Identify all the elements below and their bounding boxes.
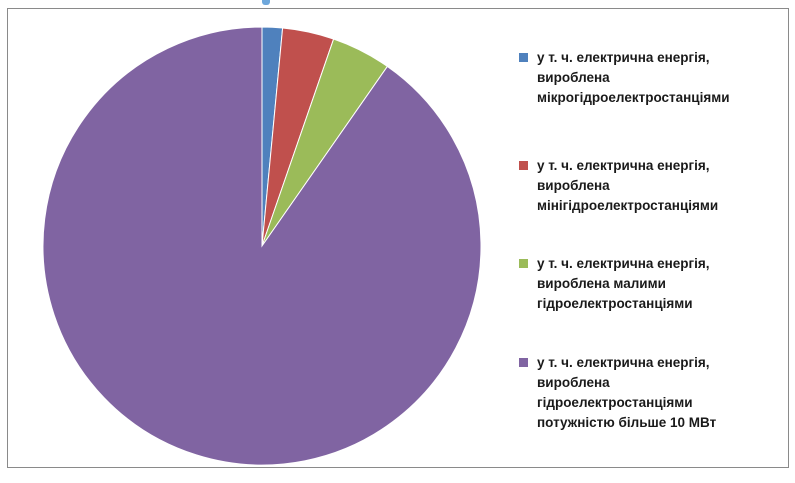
legend-swatch-mini <box>519 161 528 170</box>
legend-label-large: у т. ч. електрична енергія, вироблена гі… <box>537 355 717 430</box>
legend-label-mini: у т. ч. електрична енергія, вироблена мі… <box>537 158 719 213</box>
pie-slice-large <box>42 26 482 466</box>
legend-swatch-small <box>519 259 528 268</box>
legend-item-small: у т. ч. електрична енергія, вироблена ма… <box>519 254 784 353</box>
chart-legend: у т. ч. електрична енергія, вироблена мі… <box>519 48 784 433</box>
legend-item-large: у т. ч. електрична енергія, вироблена гі… <box>519 353 784 433</box>
cursor-marker-icon <box>262 0 270 5</box>
legend-label-small: у т. ч. електрична енергія, вироблена ма… <box>537 256 710 311</box>
legend-label-micro: у т. ч. електрична енергія, вироблена мі… <box>537 50 730 105</box>
legend-item-mini: у т. ч. електрична енергія, вироблена мі… <box>519 156 784 254</box>
legend-swatch-micro <box>519 53 528 62</box>
legend-swatch-large <box>519 358 528 367</box>
legend-item-micro: у т. ч. електрична енергія, вироблена мі… <box>519 48 784 156</box>
